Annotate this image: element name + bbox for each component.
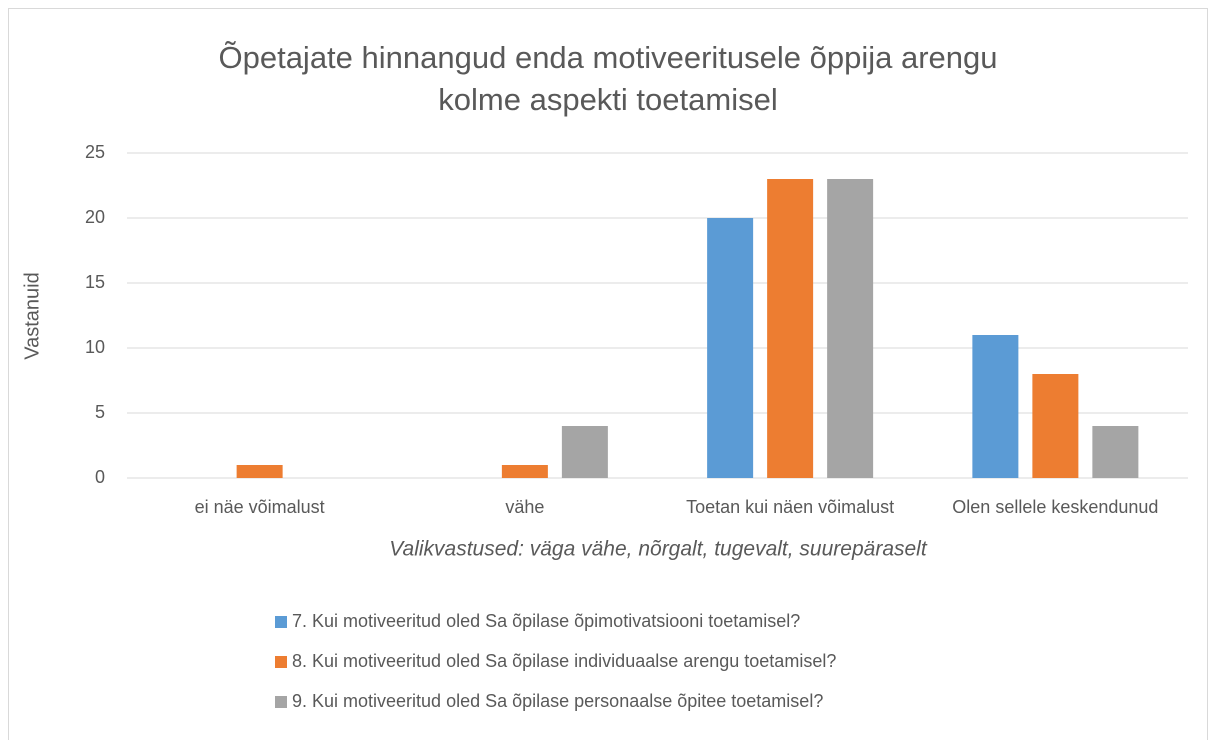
legend-swatch xyxy=(275,696,287,708)
x-axis-label: Valikvastused: väga vähe, nõrgalt, tugev… xyxy=(389,538,928,561)
y-tick-label: 15 xyxy=(85,272,105,292)
bar xyxy=(236,465,283,478)
x-tick-label: ei näe võimalust xyxy=(195,497,325,517)
legend-label: 7. Kui motiveeritud oled Sa õpilase õpim… xyxy=(292,611,800,631)
bar xyxy=(767,179,814,478)
y-tick-label: 0 xyxy=(95,467,105,487)
x-tick-label: Olen sellele keskendunud xyxy=(952,497,1158,517)
chart-frame xyxy=(8,8,1208,740)
bar xyxy=(501,465,548,478)
chart-title: kolme aspekti toetamisel xyxy=(438,82,777,117)
legend-swatch xyxy=(275,616,287,628)
bar xyxy=(707,218,754,478)
legend-label: 8. Kui motiveeritud oled Sa õpilase indi… xyxy=(292,651,836,671)
bar xyxy=(972,335,1019,478)
bar xyxy=(1032,374,1079,478)
y-tick-label: 25 xyxy=(85,142,105,162)
chart-title: Õpetajate hinnangud enda motiveeritusele… xyxy=(218,40,997,75)
x-tick-label: Toetan kui näen võimalust xyxy=(686,497,894,517)
legend-label: 9. Kui motiveeritud oled Sa õpilase pers… xyxy=(292,691,823,711)
legend-swatch xyxy=(275,656,287,668)
y-tick-label: 10 xyxy=(85,337,105,357)
y-axis-label: Vastanuid xyxy=(21,272,43,359)
x-tick-label: vähe xyxy=(505,497,544,517)
bar xyxy=(827,179,874,478)
bar xyxy=(561,426,608,478)
y-tick-label: 20 xyxy=(85,207,105,227)
bar xyxy=(1092,426,1139,478)
y-tick-label: 5 xyxy=(95,402,105,422)
